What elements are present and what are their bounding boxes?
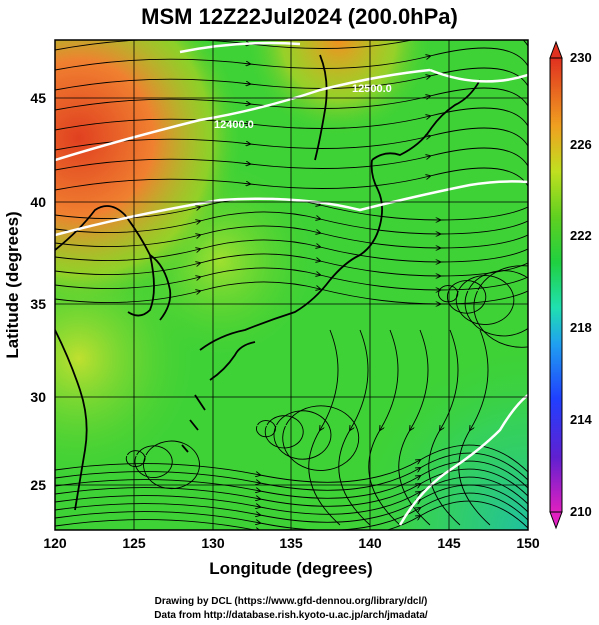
colorbar-tick: 218 (570, 320, 592, 335)
colorbar-tick: 230 (570, 50, 592, 65)
credit-data: Data from http://database.rish.kyoto-u.a… (154, 610, 428, 621)
y-tick-label: 30 (30, 389, 46, 405)
x-tick-label: 150 (516, 535, 540, 551)
map-title: MSM 12Z22Jul2024 (200.0hPa) (141, 4, 458, 29)
colorbar-top-triangle (549, 40, 563, 59)
wind-streamlines (55, 40, 528, 530)
y-tick-label: 25 (30, 477, 46, 493)
x-tick-label: 130 (201, 535, 225, 551)
x-tick-label: 125 (122, 535, 146, 551)
contour-label-12400: 12400.0 (214, 119, 254, 131)
height-contours (55, 41, 528, 526)
colorbar: 230 226 222 218 214 210 (549, 40, 592, 530)
colorbar-ramp (549, 57, 563, 513)
x-axis-ticks: 120 125 130 135 140 145 150 (43, 535, 540, 551)
y-tick-label: 40 (30, 194, 46, 210)
y-tick-label: 35 (30, 296, 46, 312)
colorbar-tick: 226 (570, 137, 592, 152)
x-tick-label: 140 (358, 535, 382, 551)
x-tick-label: 120 (43, 535, 67, 551)
y-tick-label: 45 (30, 90, 46, 106)
coastlines (55, 54, 481, 511)
grid-lines (55, 40, 528, 530)
y-axis-label: Latitude (degrees) (3, 211, 22, 358)
contour-label-12500: 12500.0 (352, 83, 392, 95)
colorbar-tick: 214 (570, 412, 592, 427)
temperature-shading (55, 40, 528, 530)
credit-drawing: Drawing by DCL (https://www.gfd-dennou.o… (155, 596, 428, 607)
colorbar-tick: 210 (570, 504, 592, 519)
colorbar-tick: 222 (570, 228, 592, 243)
x-axis-label: Longitude (degrees) (209, 559, 372, 578)
x-tick-label: 135 (279, 535, 303, 551)
x-tick-label: 145 (437, 535, 461, 551)
y-axis-ticks: 45 40 35 30 25 (30, 90, 46, 493)
plot-frame (54, 39, 529, 531)
colorbar-bottom-triangle (549, 511, 563, 530)
